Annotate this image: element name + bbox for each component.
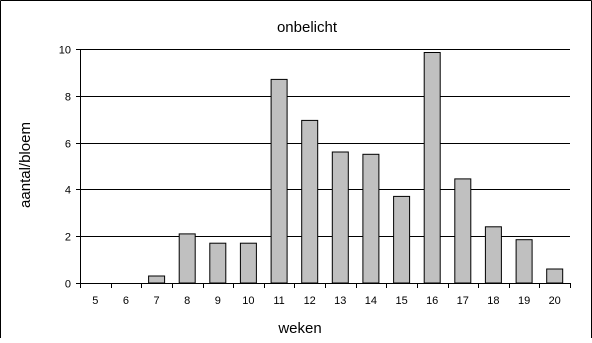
y-tick-label: 10	[59, 45, 71, 57]
bar-week-16	[423, 52, 441, 284]
x-tick-label: 17	[457, 295, 469, 307]
bar-week-9	[209, 242, 227, 284]
bar-week-17	[454, 178, 472, 284]
bar-week-13	[331, 151, 349, 284]
y-axis-label: aantal/bloem	[17, 122, 34, 208]
bar-week-7	[148, 275, 166, 284]
x-tick-label: 20	[549, 295, 561, 307]
x-tick-labels: 5 6 7 8 9 10 11 12 13 14 15 16 17 18 19 20	[92, 295, 561, 307]
x-tick-label: 11	[273, 295, 284, 307]
y-tick-label: 8	[65, 92, 71, 104]
axes	[76, 49, 571, 288]
x-tick-label: 13	[334, 295, 346, 307]
x-tick-label: 9	[215, 295, 221, 307]
x-tick-label: 16	[426, 295, 438, 307]
x-tick-label: 19	[518, 295, 530, 307]
x-tick-label: 7	[154, 295, 160, 307]
x-axis-label: weken	[277, 320, 321, 337]
bar-series	[148, 52, 564, 284]
bar-week-14	[362, 153, 380, 284]
bar-week-19	[515, 239, 533, 284]
bar-week-18	[484, 226, 502, 284]
bar-week-11	[270, 78, 288, 284]
y-tick-label: 6	[65, 139, 71, 151]
x-tick-label: 14	[365, 295, 377, 307]
bar-week-15	[393, 195, 411, 284]
x-tick-label: 18	[487, 295, 499, 307]
x-tick-label: 5	[92, 295, 98, 307]
x-tick-label: 12	[304, 295, 316, 307]
y-tick-label: 4	[65, 185, 71, 197]
x-tick-label: 8	[184, 295, 190, 307]
x-tick-label: 6	[123, 295, 129, 307]
bar-week-20	[546, 268, 564, 284]
y-tick-label: 2	[65, 232, 71, 244]
bar-week-8	[178, 233, 196, 284]
chart-title: onbelicht	[277, 19, 338, 36]
y-tick-label: 0	[65, 279, 71, 291]
bar-week-10	[239, 242, 257, 284]
y-tick-labels: 0 2 4 6 8 10	[59, 45, 71, 291]
gridlines	[80, 49, 570, 237]
x-tick-label: 10	[242, 295, 254, 307]
x-tick-label: 15	[395, 295, 407, 307]
bar-week-12	[301, 119, 319, 284]
